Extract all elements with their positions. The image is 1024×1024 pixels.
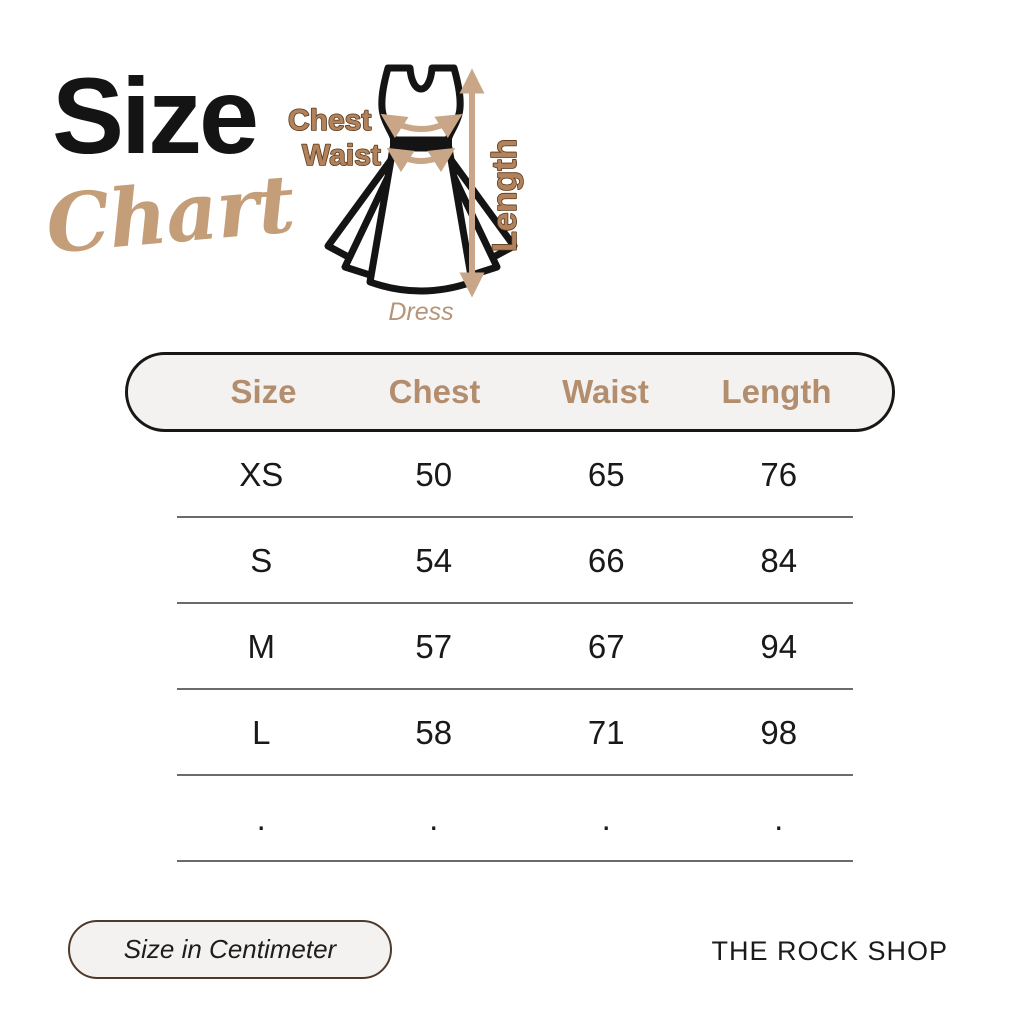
column-header-size: Size [230,373,297,410]
length-label: Length [486,139,524,252]
cell-length: 76 [760,456,798,493]
dress-measurement-figure: Chest Waist Length Dress [280,58,540,330]
column-header-chest: Chest [388,373,481,410]
waist-measure-arrow [386,147,456,173]
cell-size: M [247,628,276,665]
column-header-length: Length [721,373,832,410]
cell-waist: 65 [587,456,625,493]
cell-length: 84 [760,542,798,579]
cell-length: . [774,800,784,837]
table-row-xs: XS 50 65 76 [125,432,895,518]
chest-measure-arrow [380,113,463,139]
table-row-placeholder: . . . . [125,776,895,862]
cell-waist: 71 [587,714,625,751]
cell-length: 98 [760,714,798,751]
table-row-s: S 54 66 84 [125,518,895,604]
waist-label: Waist [302,139,381,172]
cell-waist: 67 [587,628,625,665]
cell-size: L [252,714,271,751]
cell-chest: . [429,800,439,837]
table-row-m: M 57 67 94 [125,604,895,690]
cell-chest: 58 [415,714,453,751]
chest-label: Chest [288,104,371,137]
page-title-chart: Chart [42,156,298,272]
cell-size: . [256,800,266,837]
column-header-waist: Waist [562,373,649,410]
cell-waist: 66 [587,542,625,579]
cell-length: 94 [760,628,798,665]
size-table-body: XS 50 65 76 S 54 66 84 M 57 67 94 L 58 7… [125,432,895,862]
dress-caption: Dress [388,298,453,326]
unit-note-pill: Size in Centimeter [68,920,392,979]
cell-chest: 57 [415,628,453,665]
page-title-size: Size [52,55,259,176]
brand-name: THE ROCK SHOP [711,936,948,966]
cell-waist: . [601,800,611,837]
cell-chest: 50 [415,456,453,493]
size-table-header: Size Chest Waist Length [125,352,895,432]
cell-chest: 54 [415,542,453,579]
cell-size: S [250,542,273,579]
size-table: Size Chest Waist Length XS 50 65 76 S 54… [125,352,895,862]
cell-size: XS [239,456,284,493]
unit-note-label: Size in Centimeter [123,934,337,964]
dress-illustration-icon: Chest Waist Length Dress [287,64,525,326]
table-row-l: L 58 71 98 [125,690,895,776]
